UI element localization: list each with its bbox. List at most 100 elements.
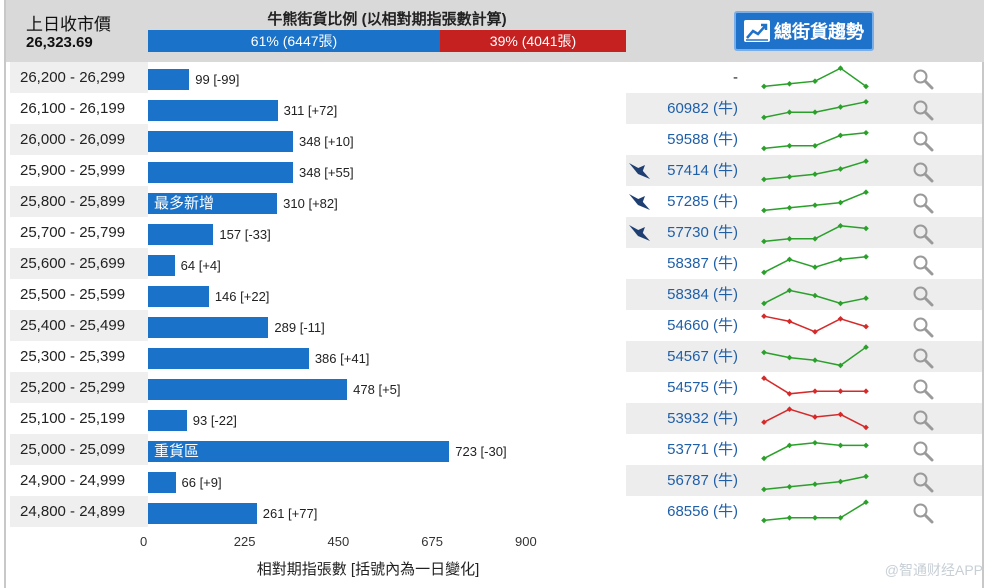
search-cell (880, 155, 982, 186)
bar-value-label: 723 [-30] (455, 444, 507, 459)
magnifier-icon[interactable] (912, 285, 934, 307)
table-row: 25,800 - 25,899 最多新增 310 [+82] 57285 (牛) (10, 186, 982, 217)
warrant-code-link[interactable]: 68556 (牛) (667, 503, 738, 520)
search-cell (880, 310, 982, 341)
sparkline-point (786, 173, 793, 180)
warrant-code-link[interactable]: 60982 (牛) (667, 100, 738, 117)
sparkline-point (812, 142, 818, 149)
search-cell (880, 186, 982, 217)
warrant-code-link[interactable]: 54567 (牛) (667, 348, 738, 365)
sparkline (761, 499, 869, 524)
sparkline-point (761, 145, 767, 152)
magnifier-icon[interactable] (912, 254, 934, 276)
strike-range: 25,500 - 25,599 (20, 286, 126, 303)
sparkline-cell (754, 217, 880, 248)
magnifier-icon[interactable] (912, 68, 934, 90)
warrant-cell: 54660 (牛) (626, 310, 754, 341)
magnifier-icon[interactable] (912, 99, 934, 121)
sparkline-point (761, 375, 767, 382)
warrant-code-link[interactable]: 57414 (牛) (667, 162, 738, 179)
magnifier-icon[interactable] (912, 161, 934, 183)
warrant-code-link[interactable]: 57285 (牛) (667, 193, 738, 210)
magnifier-icon[interactable] (912, 409, 934, 431)
sparkline-point (761, 269, 767, 276)
warrant-code-link[interactable]: 53932 (牛) (667, 410, 738, 427)
trend-chart-icon (744, 20, 770, 42)
outstanding-bar (148, 317, 269, 338)
sparkline-point (863, 323, 869, 330)
warrant-code-link[interactable]: 56787 (牛) (667, 472, 738, 489)
strike-range: 25,200 - 25,299 (10, 372, 148, 403)
outstanding-bar (148, 131, 293, 152)
bar-tag: 最多新增 (154, 195, 215, 212)
sparkline-point (812, 388, 818, 395)
table-row: 24,800 - 24,899 261 [+77] 68556 (牛) (10, 496, 982, 527)
ratio-title: 牛熊街貨比例 (以相對期指張數計算) (267, 11, 507, 28)
strike-range: 24,800 - 24,899 (10, 496, 148, 527)
sparkline-cell (754, 279, 880, 310)
sparkline-cell (754, 341, 880, 372)
issuer-logo-icon (629, 194, 650, 210)
trend-button-label: 總街貨趨勢 (774, 22, 864, 42)
magnifier-icon[interactable] (912, 316, 934, 338)
sparkline-point (786, 390, 793, 397)
sparkline-point (761, 176, 767, 183)
x-axis-tick: 225 (233, 534, 256, 549)
x-axis-tick: 450 (327, 534, 350, 549)
sparkline-point (837, 65, 844, 72)
sparkline-point (786, 256, 793, 263)
outstanding-bar: 最多新增 (148, 193, 278, 214)
magnifier-icon[interactable] (912, 471, 934, 493)
issuer-logo-icon (629, 225, 650, 241)
search-cell (880, 465, 982, 496)
sparkline (761, 406, 869, 431)
bar-tag: 重貨區 (154, 443, 200, 460)
outstanding-bar (148, 100, 278, 121)
strike-range: 26,200 - 26,299 (10, 62, 148, 93)
strike-range: 25,000 - 25,099 (10, 434, 148, 465)
sparkline-point (812, 235, 818, 242)
sparkline-point (863, 424, 869, 431)
magnifier-icon[interactable] (912, 378, 934, 400)
sparkline-point (761, 83, 767, 90)
magnifier-icon[interactable] (912, 440, 934, 462)
sparkline-point (761, 313, 767, 320)
magnifier-icon[interactable] (912, 502, 934, 524)
sparkline (761, 439, 869, 462)
warrant-code-link[interactable]: 53771 (牛) (667, 441, 738, 458)
strike-range: 25,100 - 25,199 (20, 410, 126, 427)
warrant-code-link[interactable]: 59588 (牛) (667, 131, 738, 148)
search-cell (880, 341, 982, 372)
magnifier-icon[interactable] (912, 347, 934, 369)
search-cell (880, 62, 982, 93)
warrant-cell: 58387 (牛) (626, 248, 754, 279)
strike-range: 25,600 - 25,699 (10, 248, 148, 279)
total-outstanding-trend-button[interactable]: 總街貨趨勢 (734, 11, 874, 51)
sparkline-point (837, 315, 844, 322)
warrant-cell: 58384 (牛) (626, 279, 754, 310)
watermark: @智通财经APP (884, 562, 983, 578)
strike-range: 25,900 - 25,999 (20, 162, 126, 179)
strike-range: 26,100 - 26,199 (20, 100, 126, 117)
warrant-code-link[interactable]: 58387 (牛) (667, 255, 738, 272)
warrant-code-link[interactable]: 57730 (牛) (667, 224, 738, 241)
sparkline-point (863, 129, 869, 136)
sparkline-point (812, 292, 818, 299)
sparkline-point (786, 483, 793, 490)
sparkline-point (863, 344, 869, 351)
x-axis-label: 相對期指張數 [括號內為一日變化] (256, 561, 480, 578)
warrant-code-link[interactable]: 54575 (牛) (667, 379, 738, 396)
warrant-code-link[interactable]: 54660 (牛) (667, 317, 738, 334)
warrant-code-link[interactable]: 58384 (牛) (667, 286, 738, 303)
outstanding-bar (148, 69, 190, 90)
sparkline-point (863, 442, 869, 449)
sparkline (761, 313, 869, 335)
sparkline-cell (754, 465, 880, 496)
magnifier-icon[interactable] (912, 130, 934, 152)
sparkline-point (837, 362, 844, 369)
sparkline-point (837, 300, 844, 307)
magnifier-icon[interactable] (912, 223, 934, 245)
outstanding-bar (148, 162, 293, 183)
sparkline (761, 344, 869, 369)
magnifier-icon[interactable] (912, 192, 934, 214)
